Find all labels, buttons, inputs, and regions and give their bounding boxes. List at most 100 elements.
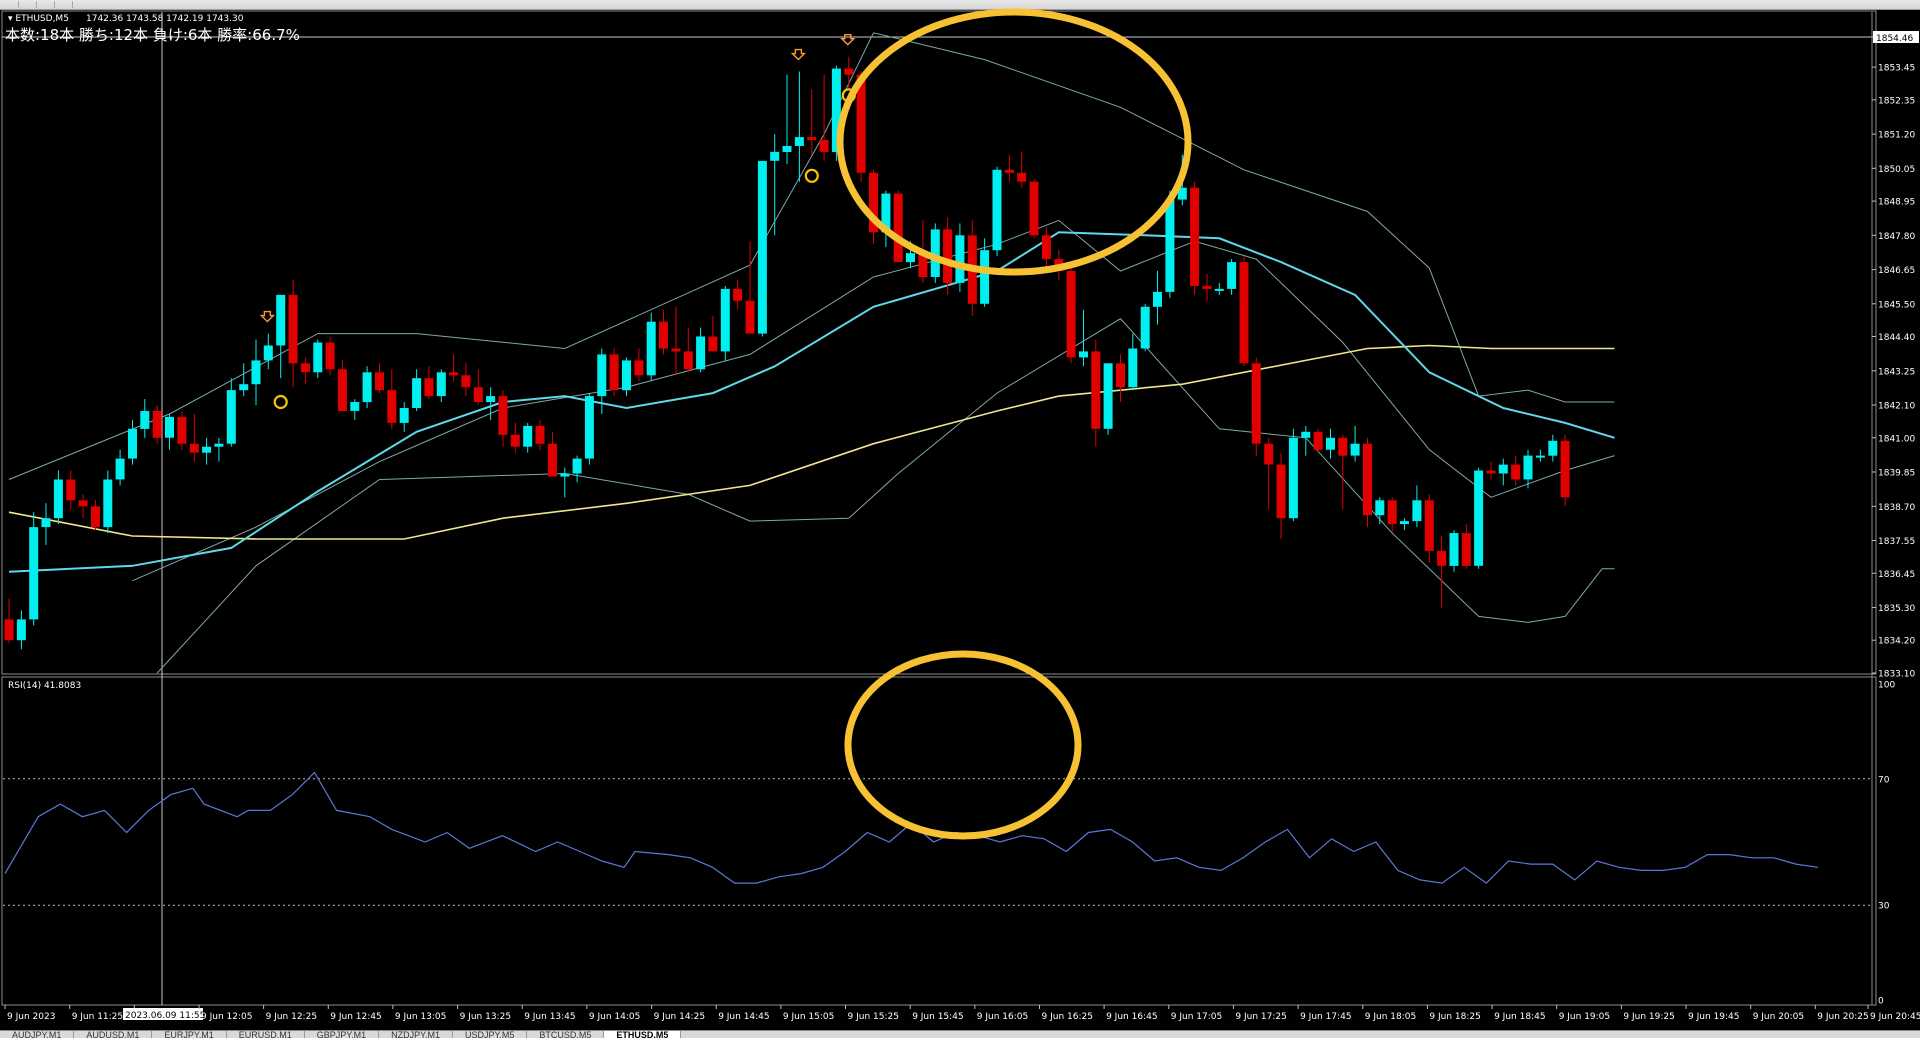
candle-body [473,387,483,403]
candle-bear [1091,339,1101,447]
price-tick-label: 1842.10 [1878,402,1915,412]
candle-bull [992,166,1002,257]
candle-body [1301,431,1311,438]
candle-body [992,169,1002,251]
candle-body [66,479,76,501]
candle-bear [1264,437,1274,510]
candle-body [1177,187,1187,200]
candle-bull [831,65,841,161]
candle-bull [572,455,582,483]
price-tick-label: 1850.05 [1878,165,1915,175]
time-tick-label: 9 Jun 14:45 [718,1012,769,1022]
candle-body [980,250,990,304]
candle-bull [696,327,706,373]
candle-bear [177,411,187,450]
candle-bear [683,327,693,373]
candle-bear [375,363,384,394]
symbol-tab[interactable]: ETHUSD,M5 [604,1031,682,1038]
candle-bear [337,360,347,411]
candle-body [1276,464,1286,519]
candle-body [1326,437,1335,450]
price-tick-label: 1836.45 [1878,570,1915,580]
candle-body [1548,440,1558,456]
symbol-tab[interactable]: USDJPY,M5 [453,1031,528,1038]
candle-bull [276,294,286,379]
candle-body [869,172,878,233]
time-tick-label: 9 Jun 19:45 [1688,1012,1739,1022]
candle-body [288,294,298,364]
candle-bull [1375,497,1385,525]
candle-body [757,160,767,334]
candle-bull [239,363,249,397]
candle-bear [1251,357,1261,456]
symbol-tab[interactable]: AUDUSD,M1 [74,1031,153,1038]
symbol-tab[interactable]: AUDJPY,M1 [0,1031,75,1038]
candle-body [263,345,273,361]
signal-circle-icon [804,168,819,183]
candle-body [1227,262,1237,289]
candle-bear [1363,437,1372,528]
candle-body [1153,291,1162,307]
candle-bear [844,56,854,90]
symbol-tab[interactable]: BTCUSD,M5 [527,1031,605,1038]
candle-body [881,193,891,233]
candle-body [659,321,668,349]
candle-body [1387,500,1397,525]
candle-body [300,363,310,373]
candle-body [1066,271,1076,358]
candle-bull [226,378,236,447]
price-tick-label: 1853.45 [1878,64,1915,74]
time-tick-label: 9 Jun 12:05 [201,1012,252,1022]
candle-body [1029,181,1039,236]
candle-bull [1350,425,1360,462]
toolbar-button[interactable] [22,1,37,8]
toolbar-button[interactable] [4,1,19,8]
candle-bull [412,369,422,411]
rsi-overbought-annotation-circle [844,650,1082,840]
candle-bear [4,598,14,644]
symbol-tab[interactable]: NZDJPY,M1 [379,1031,453,1038]
toolbar-button[interactable] [58,1,73,8]
candle-bear [1387,497,1397,534]
price-tick-label: 1847.80 [1878,232,1915,242]
candle-bear [1424,494,1434,563]
candle-bull [646,312,656,382]
candle-body [622,360,631,391]
price-peak-annotation-circle [836,8,1192,276]
time-tick-label: 9 Jun 13:25 [460,1012,511,1022]
ohlc-label: 1742.36 1743.58 1742.19 1743.30 [86,14,244,24]
price-tick-label: 1835.30 [1878,604,1915,614]
candle-bull [41,503,51,545]
candle-bear [609,348,619,397]
candle-body [819,140,829,152]
candle-body [1116,363,1125,388]
bollinger-upper-line [8,32,1615,480]
price-tick-label: 1834.20 [1878,637,1915,647]
candle-body [115,458,125,480]
candle-body [1560,440,1570,498]
signal-arrow-icon [840,33,856,46]
price-pane-frame [1,10,1877,675]
rsi-tick-label: 30 [1878,902,1890,912]
candle-body [1449,533,1459,566]
candle-bear [893,190,903,263]
candle-bull [350,399,360,420]
candle-bear [708,315,718,352]
symbol-tab[interactable]: EURUSD,M1 [227,1031,305,1038]
candle-body [276,294,286,346]
candle-body [251,360,261,385]
candle-body [807,137,817,141]
ma-long-line [8,344,1615,540]
signal-circle-icon [273,394,288,410]
time-tick-label: 9 Jun 20:25 [1817,1012,1868,1022]
candle-body [1091,351,1101,429]
symbol-tab[interactable]: EURJPY,M1 [152,1031,227,1038]
candle-body [461,375,471,388]
candle-body [350,402,360,411]
toolbar-button[interactable] [40,1,55,8]
candle-bear [634,348,644,382]
candle-bull [1214,283,1224,295]
candle-bull [1498,458,1508,486]
symbol-tab[interactable]: GBPJPY,M1 [305,1031,380,1038]
